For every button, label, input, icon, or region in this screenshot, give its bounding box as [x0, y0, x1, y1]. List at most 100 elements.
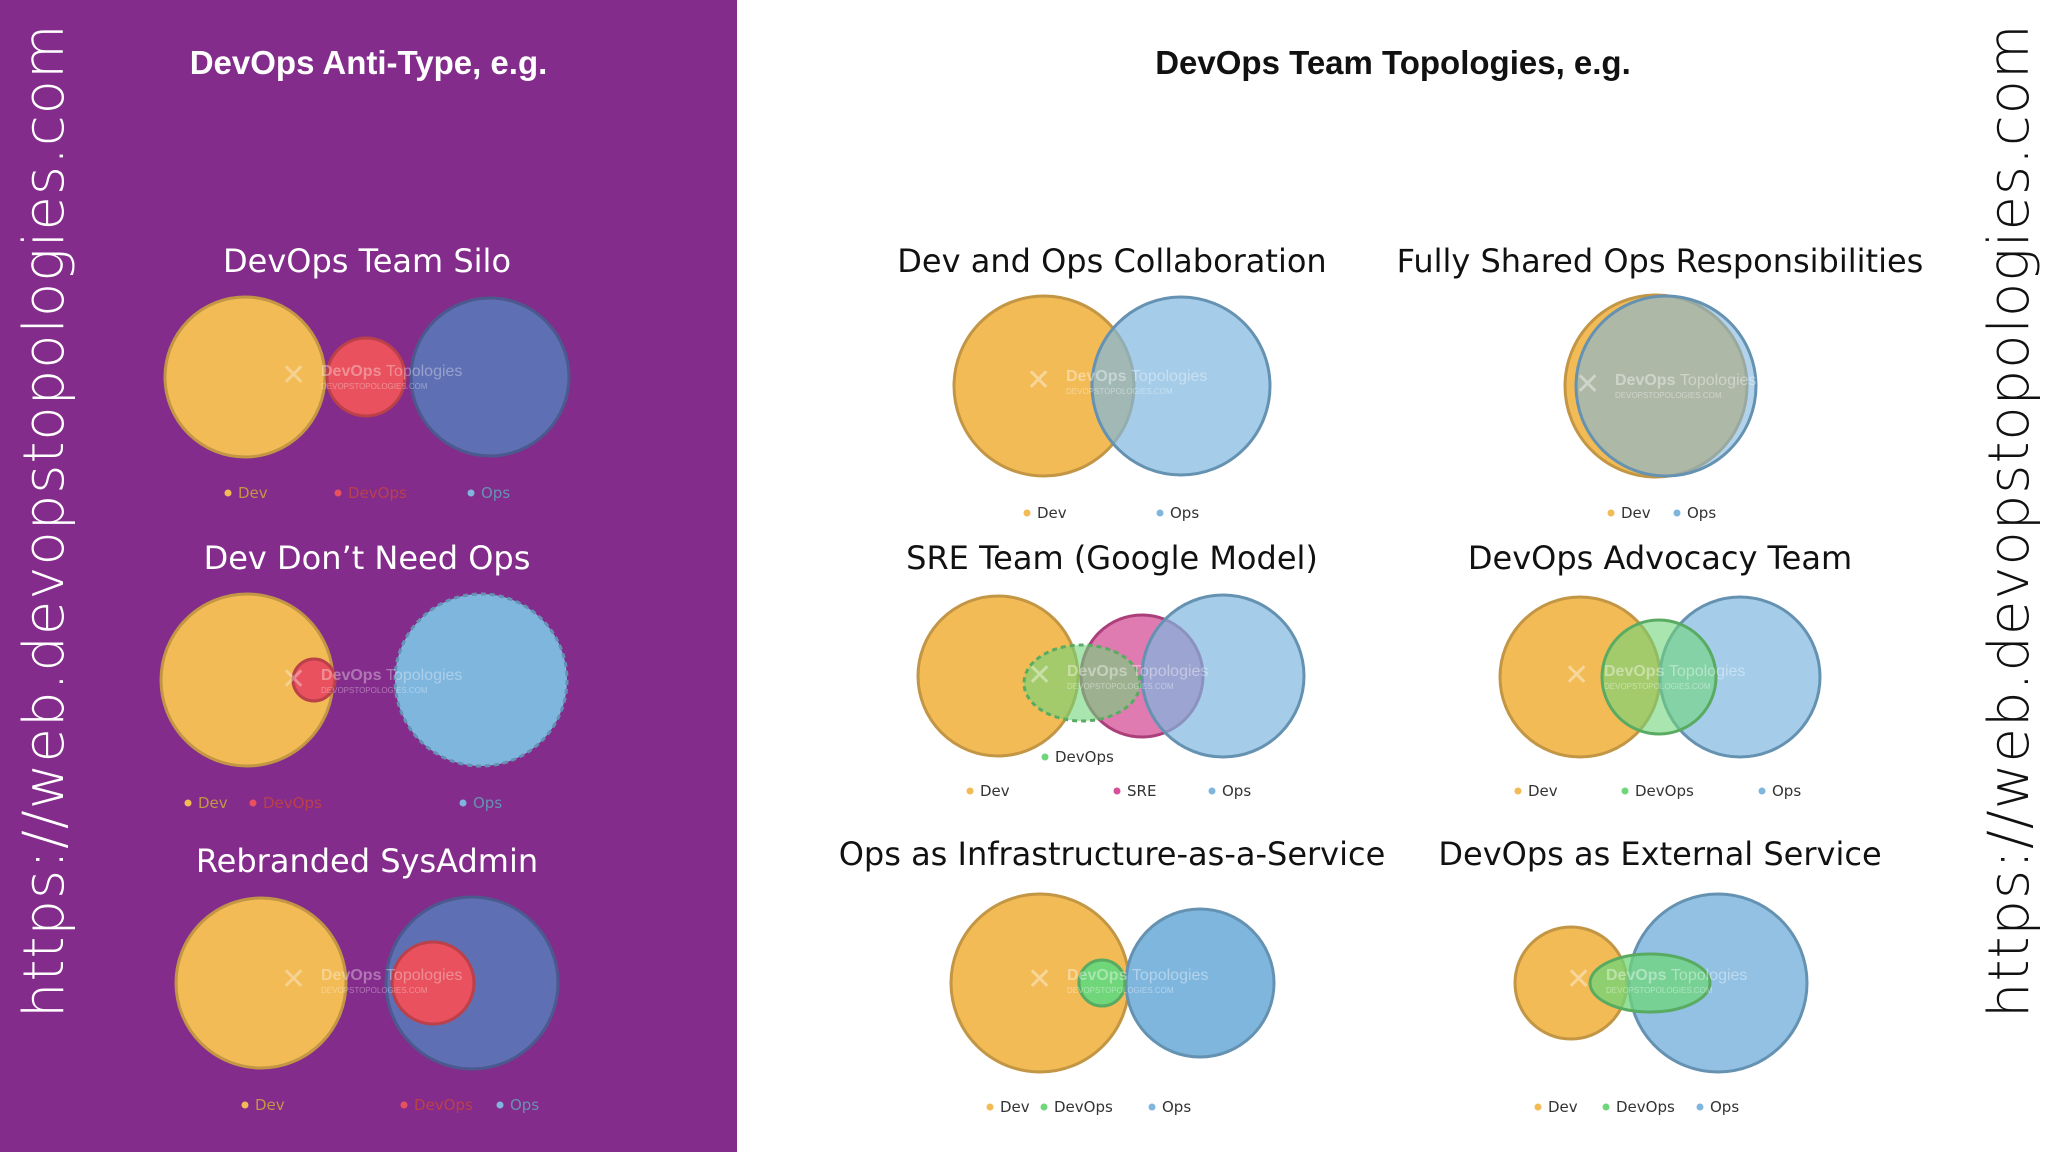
legend-label: DevOps	[1616, 1098, 1675, 1116]
watermark: ✕ DevOps Topologies DEVOPSTOPOLOGIES.COM	[1026, 363, 1207, 398]
watermark-logo-icon: ✕	[1027, 658, 1052, 693]
anti-types-heading: DevOps Anti-Type, e.g.	[189, 44, 548, 81]
devops-circle	[1588, 952, 1712, 1014]
legend-label: Ops	[481, 484, 510, 502]
legend-label: Ops	[1772, 782, 1801, 800]
legend-label: Ops	[1162, 1098, 1191, 1116]
devops-circle	[1600, 618, 1718, 736]
watermark-brand: DevOps Topologies	[321, 967, 462, 984]
legend-label: Dev	[1528, 782, 1558, 800]
anti-types-panel	[0, 0, 737, 1152]
diagram-sre: SRE Team (Google Model) ✕ DevOps Topologie…	[906, 539, 1318, 800]
legend-label: Dev	[198, 794, 228, 812]
diagram-title: Dev Don’t Need Ops	[204, 539, 531, 577]
diagram-iaas: Ops as Infrastructure-as-a-Service✕ DevOp…	[839, 835, 1386, 1116]
devops-circle	[1022, 643, 1142, 723]
legend-dot	[986, 1103, 994, 1111]
watermark-brand: DevOps Topologies	[321, 667, 462, 684]
legend-label: DevOps	[263, 794, 322, 812]
watermark: ✕ DevOps Topologies DEVOPSTOPOLOGIES.COM	[281, 662, 462, 697]
watermark-logo-icon: ✕	[281, 358, 306, 393]
legend-label: Dev	[1548, 1098, 1578, 1116]
diagram-title: DevOps as External Service	[1438, 835, 1881, 873]
legend-dot	[467, 489, 475, 497]
diagram-shared-ops: Fully Shared Ops Responsibilities ✕ DevOps…	[1397, 242, 1924, 522]
legend-label: Dev	[255, 1096, 285, 1114]
legend-dot	[334, 489, 342, 497]
ops-circle	[1090, 295, 1272, 477]
legend-label: Dev	[980, 782, 1010, 800]
legend-label: Dev	[1000, 1098, 1030, 1116]
legend-label: DevOps	[414, 1096, 473, 1114]
watermark: ✕ DevOps Topologies DEVOPSTOPOLOGIES.COM	[281, 962, 462, 997]
watermark-logo-icon: ✕	[1566, 962, 1591, 997]
legend-dot	[1156, 509, 1164, 517]
legend-label: Ops	[1170, 504, 1199, 522]
diagram-title: Rebranded SysAdmin	[196, 842, 538, 880]
watermark: ✕ DevOps Topologies DEVOPSTOPOLOGIES.COM	[1027, 962, 1208, 997]
legend-label: DevOps	[1055, 748, 1114, 766]
legend-label: Ops	[510, 1096, 539, 1114]
watermark-domain: DEVOPSTOPOLOGIES.COM	[1067, 682, 1174, 691]
legend-label: DevOps	[348, 484, 407, 502]
watermark: ✕ DevOps Topologies DEVOPSTOPOLOGIES.COM	[1027, 658, 1208, 693]
legend-dot	[1607, 509, 1615, 517]
legend-dot	[184, 799, 192, 807]
legend-label: Ops	[1687, 504, 1716, 522]
devops-circle	[325, 336, 407, 418]
dev-circle	[174, 896, 348, 1070]
watermark-logo-icon: ✕	[281, 962, 306, 997]
legend-label: Dev	[238, 484, 268, 502]
diagram-collaboration: Dev and Ops Collaboration ✕ DevOps Topolog…	[897, 242, 1326, 522]
legend-dot	[1534, 1103, 1542, 1111]
watermark-brand: DevOps Topologies	[1615, 372, 1756, 389]
diagram-title: DevOps Advocacy Team	[1468, 539, 1852, 577]
watermark-brand: DevOps Topologies	[1066, 368, 1207, 385]
watermark: ✕ DevOps Topologies DEVOPSTOPOLOGIES.COM	[1575, 367, 1756, 402]
legend-label: Dev	[1621, 504, 1651, 522]
legend-label: DevOps	[1635, 782, 1694, 800]
watermark-brand: DevOps Topologies	[1606, 967, 1747, 984]
legend-dot	[459, 799, 467, 807]
legend-label: SRE	[1127, 782, 1156, 800]
diagram-title: Fully Shared Ops Responsibilities	[1397, 242, 1924, 280]
legend-dot	[1040, 1103, 1048, 1111]
diagram-external: DevOps as External Service ✕ DevOps Topolo…	[1438, 835, 1881, 1116]
legend-dot	[1602, 1103, 1610, 1111]
diagram-rebranded-sysadmin: Rebranded SysAdmin ✕ DevOps Topologies DEVO…	[174, 842, 560, 1114]
watermark-domain: DEVOPSTOPOLOGIES.COM	[1066, 387, 1173, 396]
watermark-domain: DEVOPSTOPOLOGIES.COM	[321, 986, 428, 995]
watermark-domain: DEVOPSTOPOLOGIES.COM	[321, 382, 428, 391]
watermark-brand: DevOps Topologies	[1604, 663, 1745, 680]
diagram-title: Dev and Ops Collaboration	[897, 242, 1326, 280]
legend-dot	[1113, 787, 1121, 795]
watermark: ✕ DevOps Topologies DEVOPSTOPOLOGIES.COM	[1564, 658, 1745, 693]
legend-dot	[1673, 509, 1681, 517]
diagram-advocacy: DevOps Advocacy Team ✕ DevOps Topologies DE…	[1468, 539, 1852, 800]
legend-label: Dev	[1037, 504, 1067, 522]
ops-circle	[1574, 294, 1758, 478]
legend-dot	[1696, 1103, 1704, 1111]
diagram-title: SRE Team (Google Model)	[906, 539, 1318, 577]
legend-dot	[1148, 1103, 1156, 1111]
watermark-brand: DevOps Topologies	[1067, 967, 1208, 984]
watermark-logo-icon: ✕	[1027, 962, 1052, 997]
topologies-heading: DevOps Team Topologies, e.g.	[1155, 44, 1631, 81]
legend-dot	[400, 1101, 408, 1109]
ops-circle	[409, 296, 571, 458]
watermark-logo-icon: ✕	[1026, 363, 1051, 398]
diagram-title: DevOps Team Silo	[223, 242, 511, 280]
legend-dot	[249, 799, 257, 807]
watermark-logo-icon: ✕	[1564, 658, 1589, 693]
dev-circle	[163, 295, 327, 459]
watermark-domain: DEVOPSTOPOLOGIES.COM	[321, 686, 428, 695]
watermark: ✕ DevOps Topologies DEVOPSTOPOLOGIES.COM	[1566, 962, 1747, 997]
diagram-dev-dont-need-ops: Dev Don’t Need Ops ✕ DevOps Topologies DEVO…	[159, 539, 569, 812]
legend-dot	[1023, 509, 1031, 517]
watermark-brand: DevOps Topologies	[1067, 663, 1208, 680]
watermark-domain: DEVOPSTOPOLOGIES.COM	[1067, 986, 1174, 995]
ops-circle	[393, 592, 569, 768]
legend-label: Ops	[1710, 1098, 1739, 1116]
watermark-brand: DevOps Topologies	[321, 363, 462, 380]
legend-dot	[1208, 787, 1216, 795]
